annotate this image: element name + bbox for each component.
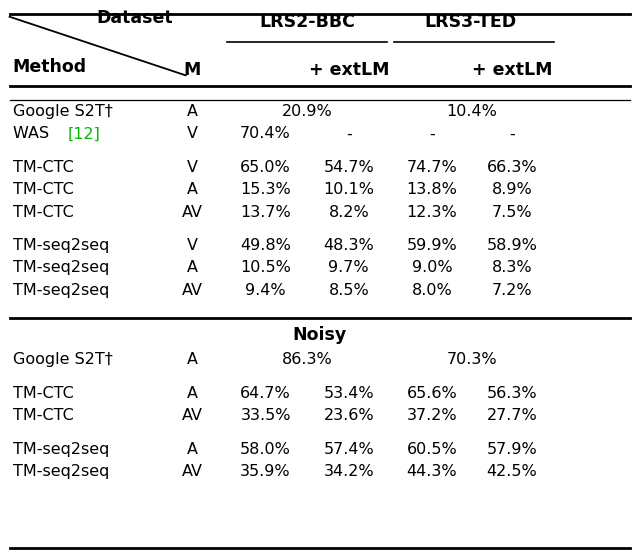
Text: 15.3%: 15.3% [240,182,291,197]
Text: A: A [186,104,198,119]
Text: TM-CTC: TM-CTC [13,182,74,197]
Text: TM-CTC: TM-CTC [13,205,74,219]
Text: 58.0%: 58.0% [240,442,291,456]
Text: 66.3%: 66.3% [486,160,538,175]
Text: 49.8%: 49.8% [240,238,291,253]
Text: V: V [186,160,198,175]
Text: AV: AV [182,283,202,297]
Text: A: A [186,182,198,197]
Text: 44.3%: 44.3% [406,464,458,479]
Text: 70.3%: 70.3% [447,353,497,367]
Text: AV: AV [182,205,202,219]
Text: 65.6%: 65.6% [406,386,458,401]
Text: M: M [183,61,201,79]
Text: V: V [186,127,198,141]
Text: 65.0%: 65.0% [240,160,291,175]
Text: 10.4%: 10.4% [447,104,497,119]
Text: 8.5%: 8.5% [328,283,369,297]
Text: TM-seq2seq: TM-seq2seq [13,283,109,297]
Text: 54.7%: 54.7% [323,160,374,175]
Text: Google S2T†: Google S2T† [13,353,113,367]
Text: 57.9%: 57.9% [486,442,538,456]
Text: 42.5%: 42.5% [486,464,538,479]
Text: 8.3%: 8.3% [492,261,532,275]
Text: Google S2T†: Google S2T† [13,104,113,119]
Text: -: - [346,127,351,141]
Text: LRS3-TED: LRS3-TED [424,13,516,31]
Text: 9.0%: 9.0% [412,261,452,275]
Text: 8.9%: 8.9% [492,182,532,197]
Text: A: A [186,442,198,456]
Text: WAS: WAS [13,127,54,141]
Text: TM-seq2seq: TM-seq2seq [13,464,109,479]
Text: 20.9%: 20.9% [282,104,333,119]
Text: 57.4%: 57.4% [323,442,374,456]
Text: Method: Method [13,58,87,76]
Text: A: A [186,353,198,367]
Text: 7.2%: 7.2% [492,283,532,297]
Text: 8.2%: 8.2% [328,205,369,219]
Text: TM-seq2seq: TM-seq2seq [13,442,109,456]
Text: -: - [509,127,515,141]
Text: A: A [186,386,198,401]
Text: Dataset: Dataset [96,9,173,27]
Text: Noisy: Noisy [293,326,347,344]
Text: 12.3%: 12.3% [406,205,458,219]
Text: 13.8%: 13.8% [406,182,458,197]
Text: TM-seq2seq: TM-seq2seq [13,261,109,275]
Text: + extLM: + extLM [472,61,552,79]
Text: AV: AV [182,464,202,479]
Text: 60.5%: 60.5% [406,442,458,456]
Text: 13.7%: 13.7% [240,205,291,219]
Text: 59.9%: 59.9% [406,238,458,253]
Text: 58.9%: 58.9% [486,238,538,253]
Text: 34.2%: 34.2% [323,464,374,479]
Text: 8.0%: 8.0% [412,283,452,297]
Text: 37.2%: 37.2% [406,408,458,423]
Text: 53.4%: 53.4% [323,386,374,401]
Text: V: V [186,238,198,253]
Text: TM-CTC: TM-CTC [13,408,74,423]
Text: 48.3%: 48.3% [323,238,374,253]
Text: 23.6%: 23.6% [323,408,374,423]
Text: 56.3%: 56.3% [486,386,538,401]
Text: AV: AV [182,408,202,423]
Text: 35.9%: 35.9% [240,464,291,479]
Text: 10.1%: 10.1% [323,182,374,197]
Text: -: - [429,127,435,141]
Text: 9.4%: 9.4% [245,283,286,297]
Text: 64.7%: 64.7% [240,386,291,401]
Text: [12]: [12] [67,127,100,141]
Text: TM-CTC: TM-CTC [13,386,74,401]
Text: 70.4%: 70.4% [240,127,291,141]
Text: 7.5%: 7.5% [492,205,532,219]
Text: 74.7%: 74.7% [406,160,458,175]
Text: 27.7%: 27.7% [486,408,538,423]
Text: 33.5%: 33.5% [241,408,291,423]
Text: + extLM: + extLM [308,61,389,79]
Text: TM-CTC: TM-CTC [13,160,74,175]
Text: TM-seq2seq: TM-seq2seq [13,238,109,253]
Text: A: A [186,261,198,275]
Text: 10.5%: 10.5% [240,261,291,275]
Text: 86.3%: 86.3% [282,353,333,367]
Text: LRS2-BBC: LRS2-BBC [259,13,355,31]
Text: 9.7%: 9.7% [328,261,369,275]
